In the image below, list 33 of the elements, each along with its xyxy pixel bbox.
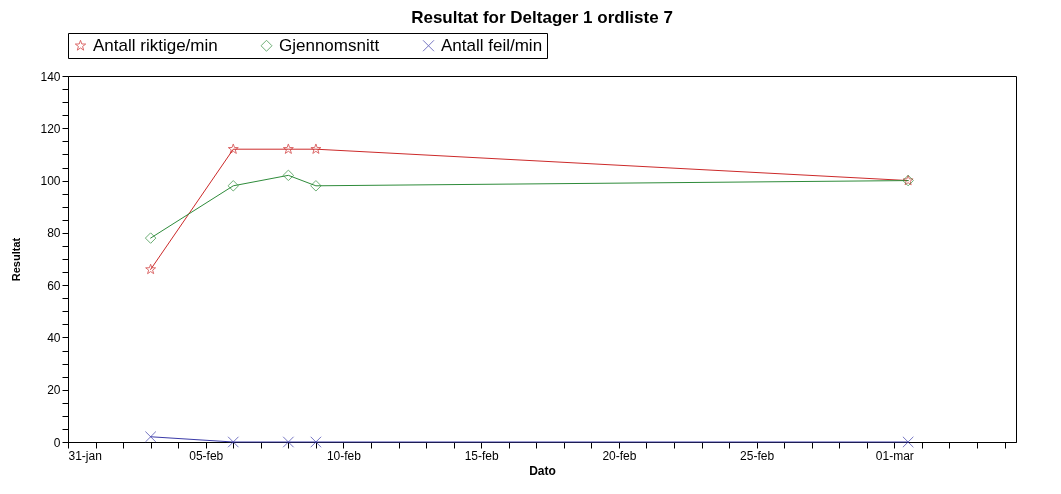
y-tick-label: 40	[47, 330, 61, 345]
y-tick-label: 80	[47, 226, 61, 241]
point	[145, 263, 157, 275]
point	[310, 436, 322, 448]
point	[144, 232, 157, 244]
point	[282, 169, 295, 182]
y-tick-label: 100	[40, 174, 61, 189]
point	[310, 180, 322, 192]
chart-title: Resultat for Deltager 1 ordliste 7	[411, 7, 673, 27]
y-tick-label: 120	[40, 121, 61, 136]
point	[310, 143, 322, 154]
point	[144, 431, 157, 443]
point	[227, 180, 240, 192]
x-axis-title: Dato	[529, 463, 556, 478]
x-tick-label: 25-feb	[740, 448, 775, 463]
x-tick-label: 05-feb	[189, 448, 224, 463]
point	[227, 143, 239, 154]
y-tick-label: 20	[47, 383, 61, 398]
y-tick-label: 0	[53, 435, 61, 450]
legend-label: Antall feil/min	[441, 35, 543, 55]
x-tick-label: 31-jan	[68, 448, 102, 463]
point	[282, 436, 295, 448]
y-tick-label: 60	[47, 278, 61, 293]
x-tick-label: 01-mar	[875, 448, 914, 463]
x-tick-label: 20-feb	[602, 448, 637, 463]
legend-label: Antall riktige/min	[93, 35, 218, 55]
x-tick-label: 15-feb	[464, 448, 500, 463]
y-tick-label: 140	[40, 69, 61, 84]
y-axis-title: Resultat	[10, 237, 23, 282]
point	[282, 143, 294, 154]
legend-label: Gjennomsnitt	[279, 35, 380, 55]
point	[227, 436, 240, 448]
x-tick-label: 10-feb	[326, 448, 362, 463]
